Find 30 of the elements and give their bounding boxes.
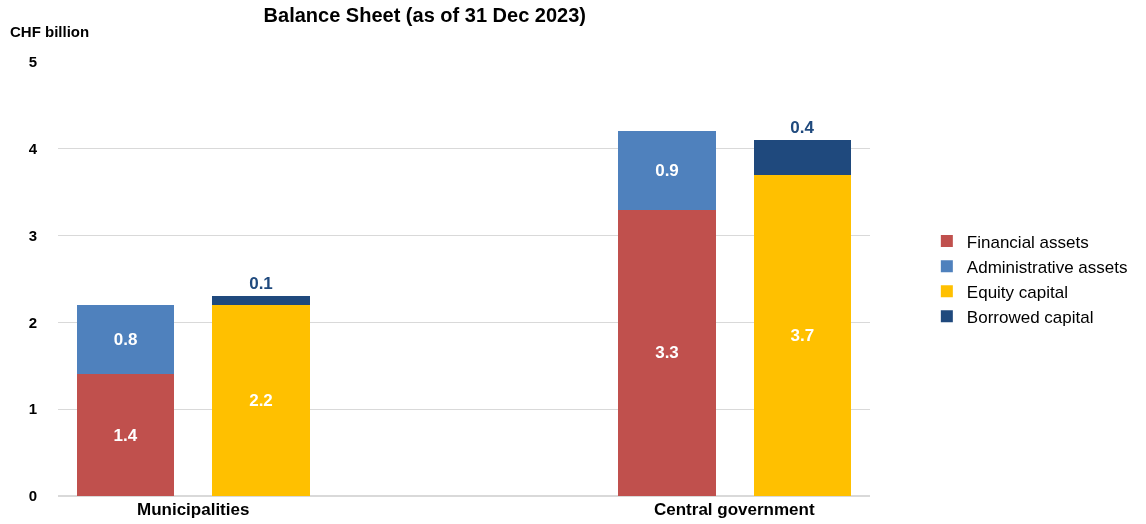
chart-title: Balance Sheet (as of 31 Dec 2023)	[263, 3, 586, 26]
bar	[753, 174, 852, 496]
data-label: 3.7	[790, 325, 815, 345]
bar	[76, 305, 175, 375]
data-label: 0.8	[113, 330, 138, 350]
legend-label: Borrowed capital	[966, 307, 1094, 327]
data-label: 1.4	[113, 425, 138, 445]
y-tick-label: 4	[28, 140, 38, 158]
data-label: 2.2	[249, 391, 273, 411]
legend-label: Administrative assets	[966, 257, 1128, 277]
y-tick-label: 3	[28, 226, 37, 244]
data-label: 0.9	[655, 161, 679, 180]
y-tick-label: 0	[28, 487, 37, 505]
bar	[618, 131, 716, 210]
text: Municipalities	[137, 500, 250, 519]
bar	[212, 296, 310, 306]
bar	[212, 305, 310, 496]
data-label: 3.3	[655, 343, 679, 363]
bar	[618, 209, 716, 496]
bar	[753, 140, 852, 175]
y-tick-label: 2	[28, 313, 37, 331]
data-label: 0.1	[249, 274, 273, 294]
y-tick-label: 1	[28, 400, 37, 418]
data-label: 0.4	[790, 118, 815, 138]
bar	[76, 374, 175, 496]
y-axis-title: CHF billion	[10, 23, 90, 40]
legend-label: Financial assets	[966, 232, 1089, 252]
y-tick-label: 5	[28, 53, 37, 71]
text: Central government	[654, 500, 815, 519]
legend-label: Equity capital	[966, 282, 1068, 302]
